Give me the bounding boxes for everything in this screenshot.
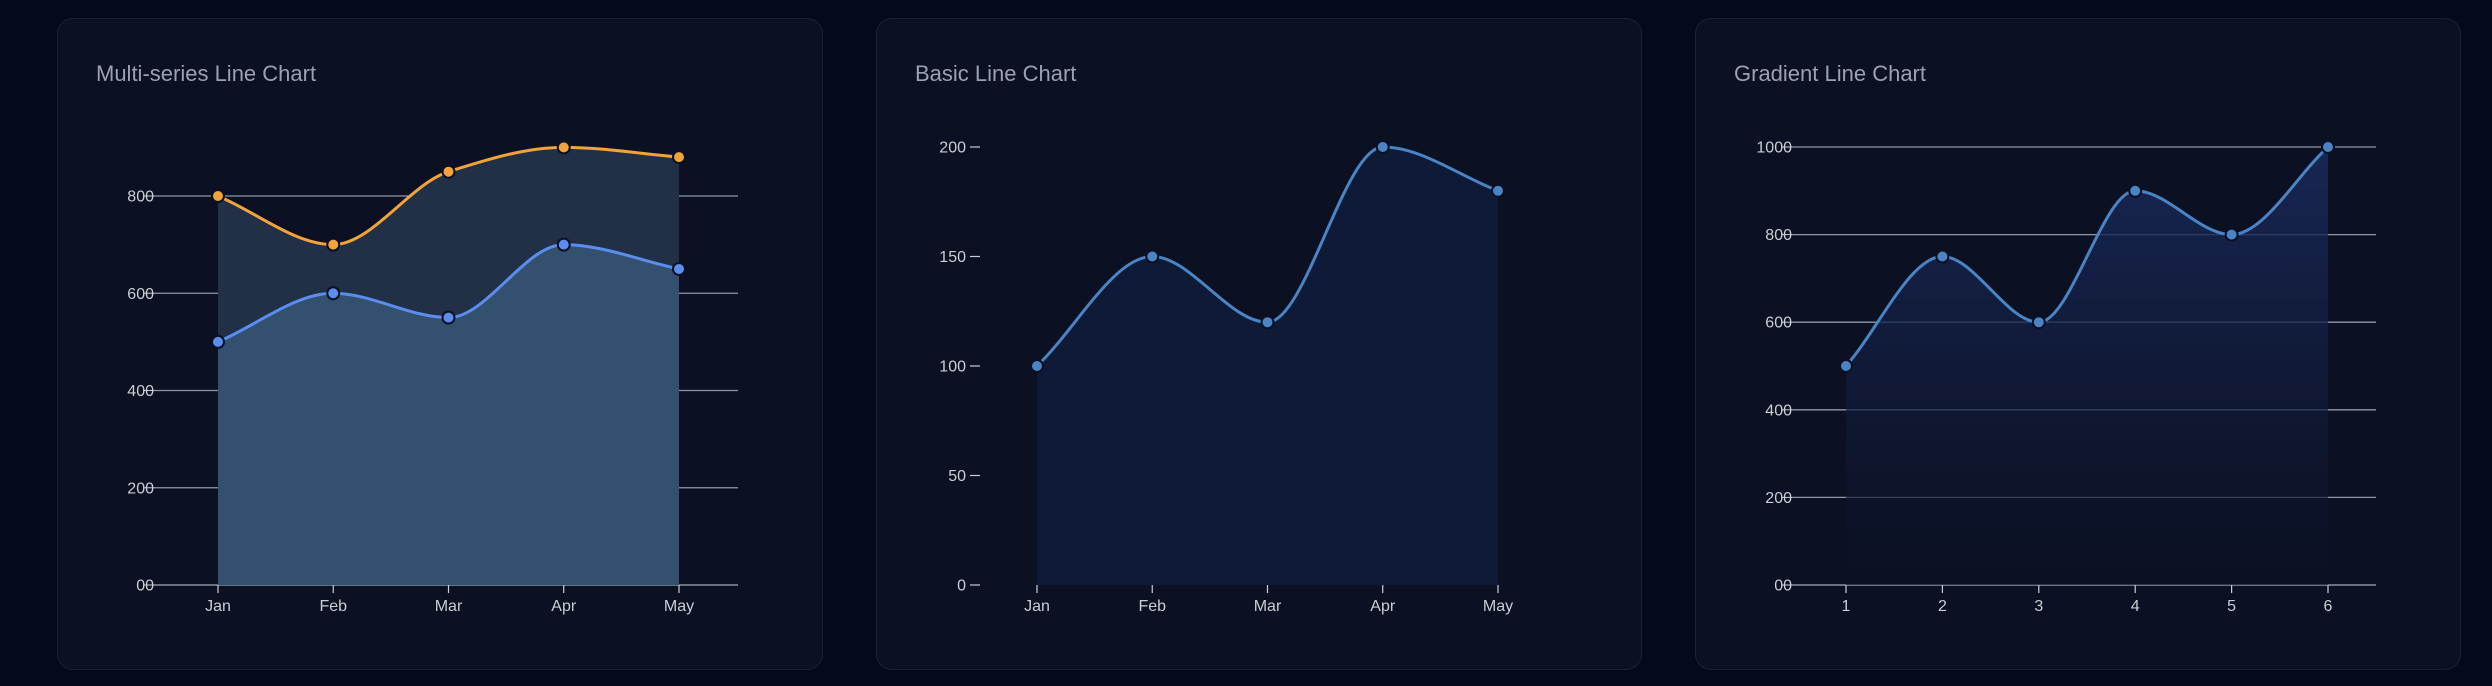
data-point[interactable] [1839, 359, 1853, 373]
y-axis: 00 200 400 600 800 1000 [1756, 140, 1792, 595]
y-tick-label: 00 [136, 578, 154, 595]
data-point[interactable] [1375, 140, 1390, 154]
y-tick-label: 200 [939, 140, 966, 157]
data-point[interactable] [441, 310, 456, 325]
y-tick-label: 200 [1765, 490, 1792, 507]
x-tick-label: 3 [2034, 598, 2043, 615]
x-tick-label: Mar [1254, 598, 1282, 615]
chart-title: Basic Line Chart [915, 61, 1077, 86]
series-area [1846, 147, 2328, 585]
data-point[interactable] [2224, 227, 2239, 242]
x-tick-label: Apr [551, 598, 577, 615]
chart-title: Multi-series Line Chart [96, 61, 317, 86]
data-point[interactable] [1145, 249, 1160, 264]
x-axis: Jan Feb Mar Apr May [1024, 585, 1513, 615]
y-tick-label: 800 [1765, 227, 1792, 244]
x-tick-label: Mar [435, 598, 463, 615]
x-tick-label: May [1483, 598, 1513, 615]
x-tick-label: May [664, 598, 694, 615]
x-tick-label: 5 [2227, 598, 2236, 615]
y-tick-label: 800 [127, 189, 154, 206]
data-point[interactable] [672, 150, 686, 165]
x-axis: 1 2 3 4 5 6 [1792, 584, 2376, 615]
y-tick-label: 150 [939, 249, 966, 266]
data-point[interactable] [211, 189, 225, 203]
chart-title: Gradient Line Chart [1734, 61, 1926, 86]
y-tick-label: 600 [1765, 315, 1792, 332]
data-point[interactable] [556, 140, 571, 155]
x-tick-label: 2 [1938, 598, 1947, 615]
x-tick-label: 4 [2131, 598, 2140, 615]
data-point[interactable] [2031, 315, 2046, 330]
x-tick-label: 6 [2324, 598, 2333, 615]
basic-line-chart: 0 50 100 150 200 Jan Feb Mar Apr May [939, 140, 1513, 616]
data-point[interactable] [326, 237, 341, 252]
y-tick-label: 400 [1765, 402, 1792, 419]
data-point[interactable] [1935, 249, 1950, 264]
x-tick-label: Jan [205, 598, 231, 615]
data-point[interactable] [1030, 359, 1044, 373]
data-point[interactable] [1491, 183, 1505, 198]
series-area [1037, 147, 1498, 585]
y-tick-label: 600 [127, 286, 154, 303]
y-axis: 0 50 100 150 200 [939, 140, 980, 595]
x-axis: Jan Feb Mar Apr May [154, 584, 738, 615]
data-point[interactable] [672, 261, 686, 276]
y-tick-label: 100 [939, 359, 966, 376]
y-tick-label: 50 [948, 468, 966, 485]
gradient-line-chart: 00 200 400 600 800 1000 1 2 3 4 5 6 [1756, 140, 2376, 615]
y-tick-label: 200 [127, 480, 154, 497]
x-tick-label: Apr [1370, 598, 1396, 615]
x-tick-label: Feb [1138, 598, 1166, 615]
y-tick-label: 0 [957, 578, 966, 595]
chart-card-basic: Basic Line Chart 0 50 100 150 200 Jan Feb Mar Ap… [876, 18, 1642, 670]
y-tick-label: 400 [127, 383, 154, 400]
data-point[interactable] [441, 164, 456, 179]
y-tick-label: 1000 [1756, 140, 1792, 157]
series-area [218, 244, 679, 585]
multi-series-line-chart: 00 200 400 600 800 Jan Feb Mar Apr May [127, 140, 738, 615]
data-point[interactable] [2321, 140, 2335, 154]
y-axis: 00 200 400 600 800 [127, 189, 154, 595]
chart-card-gradient: Gradient Line Chart 00 200 400 600 800 1000 1 2… [1695, 18, 2461, 670]
x-tick-label: Jan [1024, 598, 1050, 615]
data-point[interactable] [326, 286, 341, 301]
data-point[interactable] [211, 334, 225, 349]
chart-card-multi-series: Multi-series Line Chart 00 200 400 600 800 Ja… [57, 18, 823, 670]
x-tick-label: 1 [1842, 598, 1851, 615]
data-point[interactable] [556, 237, 571, 252]
y-tick-label: 00 [1774, 578, 1792, 595]
x-tick-label: Feb [319, 598, 347, 615]
data-point[interactable] [2128, 183, 2143, 198]
data-point[interactable] [1260, 315, 1275, 330]
